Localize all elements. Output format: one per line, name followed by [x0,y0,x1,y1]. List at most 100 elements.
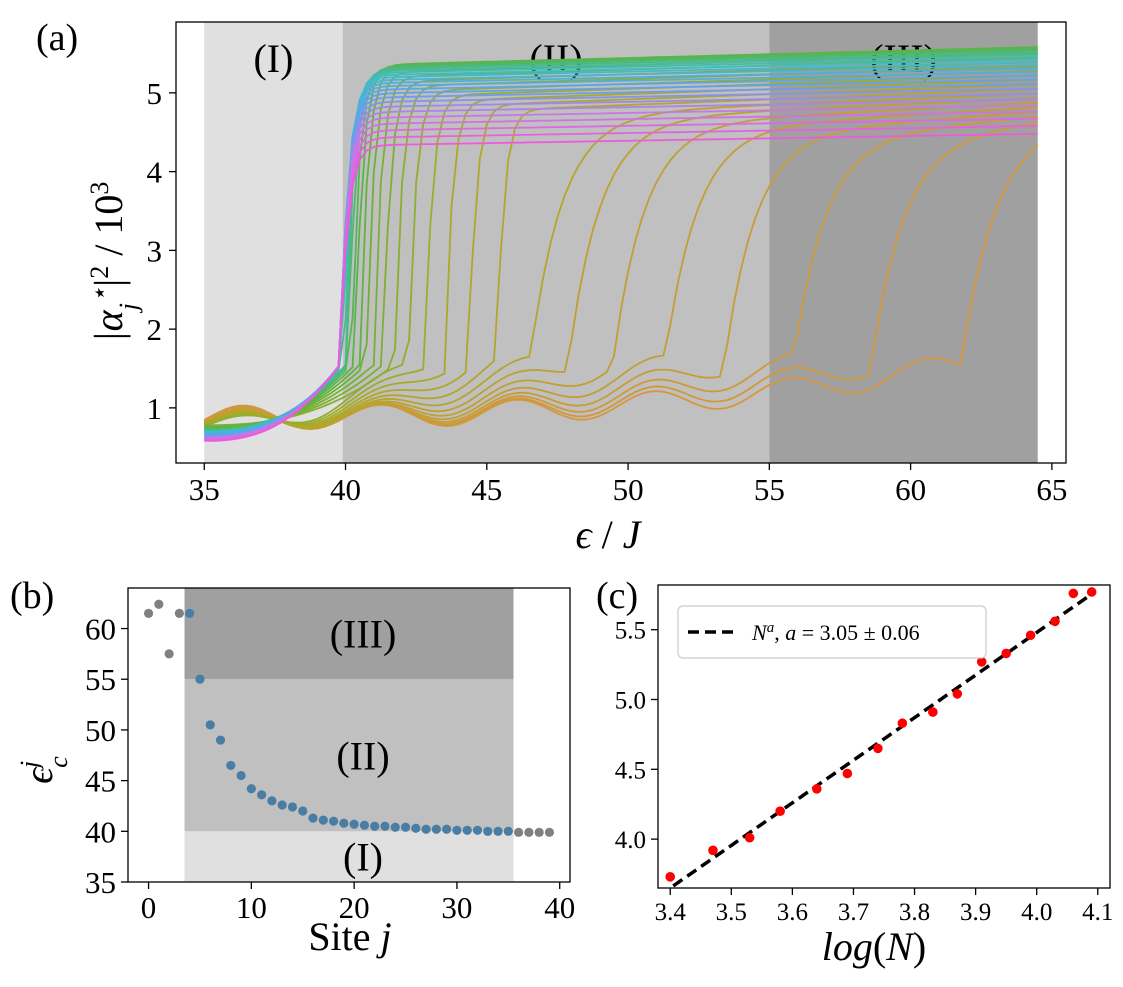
panel-c-xlabel: log(N) [822,924,926,969]
panel-a-ylabel: |αj⋆|2 / 103 [85,182,143,343]
point-site-34 [493,826,503,836]
x-tick-label: 4.1 [1082,899,1113,926]
fit-line [672,590,1096,888]
panel-c-legend: Na, a = 3.05 ± 0.06 [677,605,987,659]
point-site-22 [370,821,380,831]
y-tick-label: 5.5 [615,618,646,645]
point-site-17 [318,815,328,825]
x-tick-label: 0 [141,890,157,925]
x-tick-label: 4.0 [1021,899,1052,926]
point-site-29 [442,824,452,834]
panel-b-y-ticks: 35 40 45 50 55 60 [85,612,128,900]
legend-box [677,605,987,659]
point-site-3 [174,608,184,618]
panel-b-frame [127,587,571,883]
y-tick-label: 5.0 [615,687,646,714]
region-label-2: (II) [336,733,389,778]
panel-b-ylabel: ϵcj [15,756,73,784]
point-site-26 [411,823,421,833]
point-site-5 [195,674,205,684]
x-tick-label: 3.5 [716,899,747,926]
region-1 [184,831,514,882]
data-point [873,743,883,754]
point-site-30 [452,825,462,835]
panel-c: (c) 3.4 3.5 3.6 3.7 3.8 3.9 4.0 4.1 4.0 4.5 5.0 5.… [596,575,1113,969]
region-label-1: (I) [253,36,293,81]
y-tick-label: 45 [85,764,116,799]
curve-site-39 [204,132,1038,442]
data-point [1050,616,1060,627]
data-point [708,845,718,856]
panel-b-regions: (I) (II) (III) [184,588,514,882]
x-tick-label: 40 [330,472,361,507]
region-3 [184,588,514,680]
x-tick-label: 3.9 [960,899,991,926]
data-point [1068,588,1079,599]
point-site-38 [534,827,544,837]
data-point [1086,587,1097,597]
curve-site-7 [203,92,1038,429]
point-site-10 [246,784,256,794]
x-tick-label: 35 [189,472,220,507]
legend-label: Na, a = 3.05 ± 0.06 [751,620,920,645]
panel-c-y-ticks: 4.0 4.5 5.0 5.5 [615,618,658,854]
data-point [976,656,987,667]
panel-a-frame [175,21,1067,464]
y-tick-label: 40 [85,814,116,849]
y-tick-label: 35 [85,865,116,900]
curve-site-18 [204,46,1038,430]
y-tick-label: 5 [147,76,163,111]
point-site-25 [400,822,411,832]
point-site-35 [503,826,513,836]
point-site-19 [339,818,349,828]
data-point [665,872,676,882]
y-tick-label: 4.0 [615,827,646,854]
data-point [812,784,822,794]
point-site-12 [267,796,277,806]
y-tick-label: 4.5 [615,757,646,784]
curve-site-8 [203,88,1038,429]
region-label-1: (I) [343,835,383,880]
panel-c-label: (c) [596,575,638,617]
data-point [952,689,963,699]
panel-c-x-ticks: 3.4 3.5 3.6 3.7 3.8 3.9 4.0 4.1 [655,888,1113,926]
point-site-6 [205,720,215,730]
x-tick-label: 65 [1036,472,1067,507]
point-site-18 [328,816,339,826]
x-tick-label: 3.8 [899,899,930,926]
curve-site-20 [204,49,1038,431]
panel-b-xlabel: Site j [308,914,391,959]
data-point [775,806,785,817]
point-site-7 [215,735,226,745]
data-point [1025,630,1036,641]
panel-b-label: (b) [10,575,54,617]
x-tick-label: 3.7 [838,899,869,926]
panel-a-label: (a) [36,17,78,59]
panel-c-points [665,587,1097,882]
point-site-9 [236,770,246,781]
curve-site-19 [204,47,1038,430]
point-site-0 [143,608,154,618]
y-tick-label: 60 [85,612,116,647]
curve-site-23 [204,56,1038,433]
point-site-14 [287,802,298,812]
point-site-15 [298,806,308,816]
panel-b: (b) (I)(II)(III) 0 10 20 30 40 354045505560 … [10,575,575,959]
data-point [842,768,853,779]
curve-site-6 [203,97,1038,430]
region-label-3: (III) [330,612,397,657]
curve-site-21 [204,51,1038,431]
y-tick-label: 4 [147,155,163,190]
x-tick-label: 10 [236,890,267,925]
point-site-33 [483,826,493,836]
panel-b-x-ticks: 0 10 20 30 40 [141,882,575,925]
point-site-28 [431,824,441,834]
x-tick-label: 3.4 [655,899,687,926]
panel-a-x-ticks: 35 40 45 50 55 60 65 [189,463,1067,507]
point-site-1 [154,599,164,609]
point-site-2 [164,649,174,659]
x-tick-label: 50 [613,472,644,507]
curve-site-10 [203,78,1038,427]
